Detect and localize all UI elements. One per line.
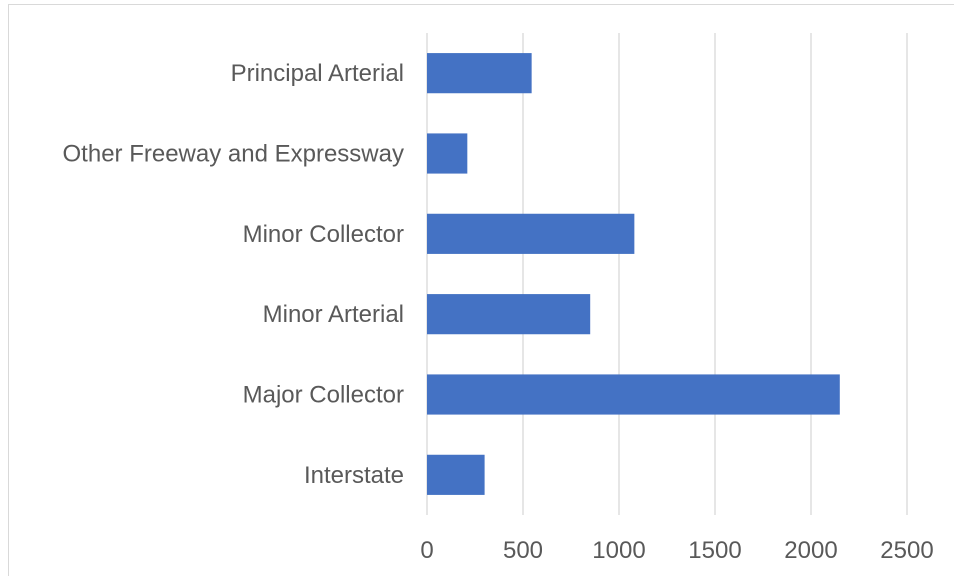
category-label: Minor Arterial: [263, 301, 404, 328]
category-label: Other Freeway and Expressway: [63, 141, 404, 168]
bar: [427, 53, 532, 94]
x-tick-label: 2500: [880, 537, 933, 564]
bar: [427, 374, 840, 415]
bar: [427, 294, 591, 335]
x-tick-label: 1500: [688, 537, 741, 564]
bar: [427, 213, 635, 254]
bar: [427, 133, 468, 174]
category-label: Major Collector: [243, 382, 404, 409]
bar: [427, 454, 485, 495]
category-label: Minor Collector: [243, 221, 404, 248]
category-label: Interstate: [304, 462, 404, 489]
x-tick-label: 1000: [592, 537, 645, 564]
x-tick-label: 2000: [784, 537, 837, 564]
category-labels: Interstate Major Collector Minor Arterial M…: [63, 60, 404, 489]
x-tick-label: 0: [420, 537, 433, 564]
category-label: Principal Arterial: [231, 60, 404, 87]
x-tick-labels: 0 500 1000 1500 2000 2500: [420, 537, 933, 564]
bars: [427, 53, 840, 495]
gridlines: [426, 33, 908, 515]
x-tick-label: 500: [503, 537, 543, 564]
